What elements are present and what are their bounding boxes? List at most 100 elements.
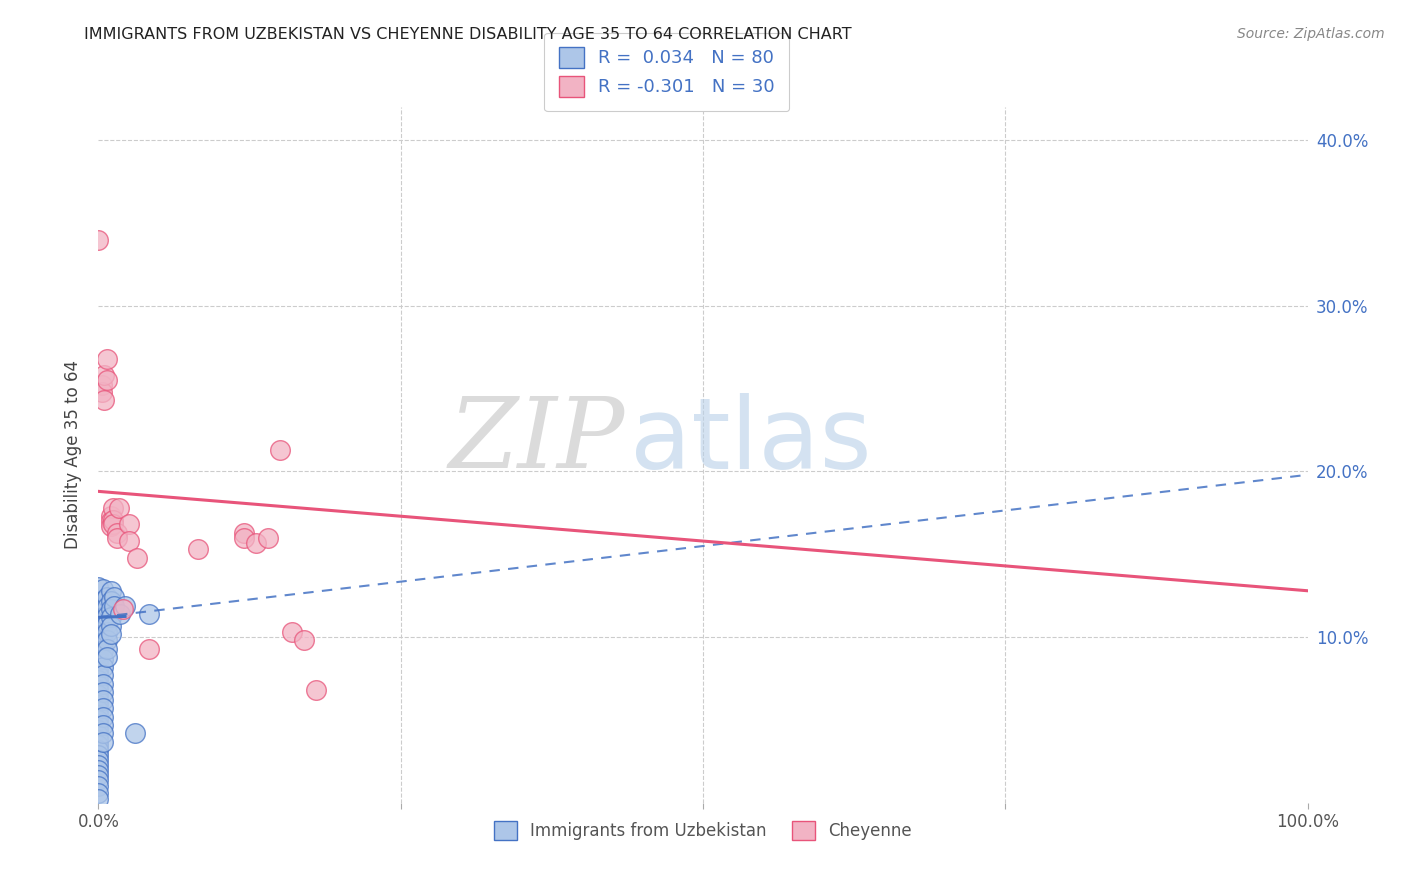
Point [96,591,118,605]
Point [87,233,110,247]
Point [87,698,110,712]
Point [96,633,118,648]
Point [91,635,114,649]
Point [91,685,114,699]
Point [91,643,114,657]
Point [101,517,124,532]
Point [105,525,128,540]
Point [91,627,114,641]
Point [91,718,114,732]
Point [108,607,131,621]
Text: IMMIGRANTS FROM UZBEKISTAN VS CHEYENNE DISABILITY AGE 35 TO 64 CORRELATION CHART: IMMIGRANTS FROM UZBEKISTAN VS CHEYENNE D… [84,27,852,42]
Point [87,713,110,727]
Point [87,753,110,767]
Point [292,633,315,648]
Point [232,531,254,545]
Point [91,668,114,682]
Point [87,786,110,800]
Point [87,779,110,793]
Point [87,723,110,737]
Point [100,509,122,524]
Point [232,525,254,540]
Point [91,378,114,392]
Point [305,683,328,698]
Point [93,393,115,408]
Point [124,726,146,740]
Point [87,678,110,692]
Point [96,616,118,631]
Point [87,683,110,698]
Point [91,384,114,399]
Point [87,703,110,717]
Point [87,743,110,757]
Point [96,625,118,640]
Point [91,693,114,707]
Point [100,602,122,616]
Point [108,500,131,515]
Point [118,534,141,549]
Point [91,651,114,665]
Point [87,624,110,638]
Point [87,693,110,707]
Legend: Immigrants from Uzbekistan, Cheyenne: Immigrants from Uzbekistan, Cheyenne [486,814,920,847]
Point [87,747,110,762]
Point [87,633,110,648]
Point [96,641,118,656]
Point [87,653,110,667]
Point [281,625,304,640]
Point [118,517,141,532]
Point [100,583,122,598]
Point [91,734,114,748]
Point [87,639,110,653]
Point [87,581,110,595]
Point [114,599,136,613]
Point [138,641,160,656]
Y-axis label: Disability Age 35 to 64: Disability Age 35 to 64 [63,360,82,549]
Point [138,607,160,621]
Point [93,368,115,383]
Point [101,512,124,526]
Point [91,726,114,740]
Point [87,718,110,732]
Point [87,708,110,723]
Point [91,582,114,596]
Point [101,500,124,515]
Point [91,593,114,607]
Point [87,688,110,702]
Point [127,550,149,565]
Point [91,660,114,674]
Point [91,602,114,616]
Point [87,593,110,607]
Point [111,602,134,616]
Point [87,757,110,772]
Point [87,673,110,688]
Point [87,628,110,642]
Point [87,668,110,682]
Point [96,650,118,665]
Point [91,676,114,690]
Point [87,600,110,615]
Point [100,519,122,533]
Point [91,618,114,632]
Text: atlas: atlas [630,392,872,490]
Point [87,792,110,806]
Point [87,618,110,632]
Point [87,767,110,781]
Point [256,531,278,545]
Point [87,738,110,752]
Point [100,610,122,624]
Point [105,531,128,545]
Point [87,658,110,673]
Point [91,610,114,624]
Point [96,351,118,366]
Point [100,627,122,641]
Point [103,599,125,613]
Text: Source: ZipAtlas.com: Source: ZipAtlas.com [1237,27,1385,41]
Point [96,373,118,387]
Point [96,600,118,615]
Point [103,591,125,605]
Point [87,663,110,677]
Point [100,514,122,528]
Point [87,763,110,777]
Text: ZIP: ZIP [449,393,624,489]
